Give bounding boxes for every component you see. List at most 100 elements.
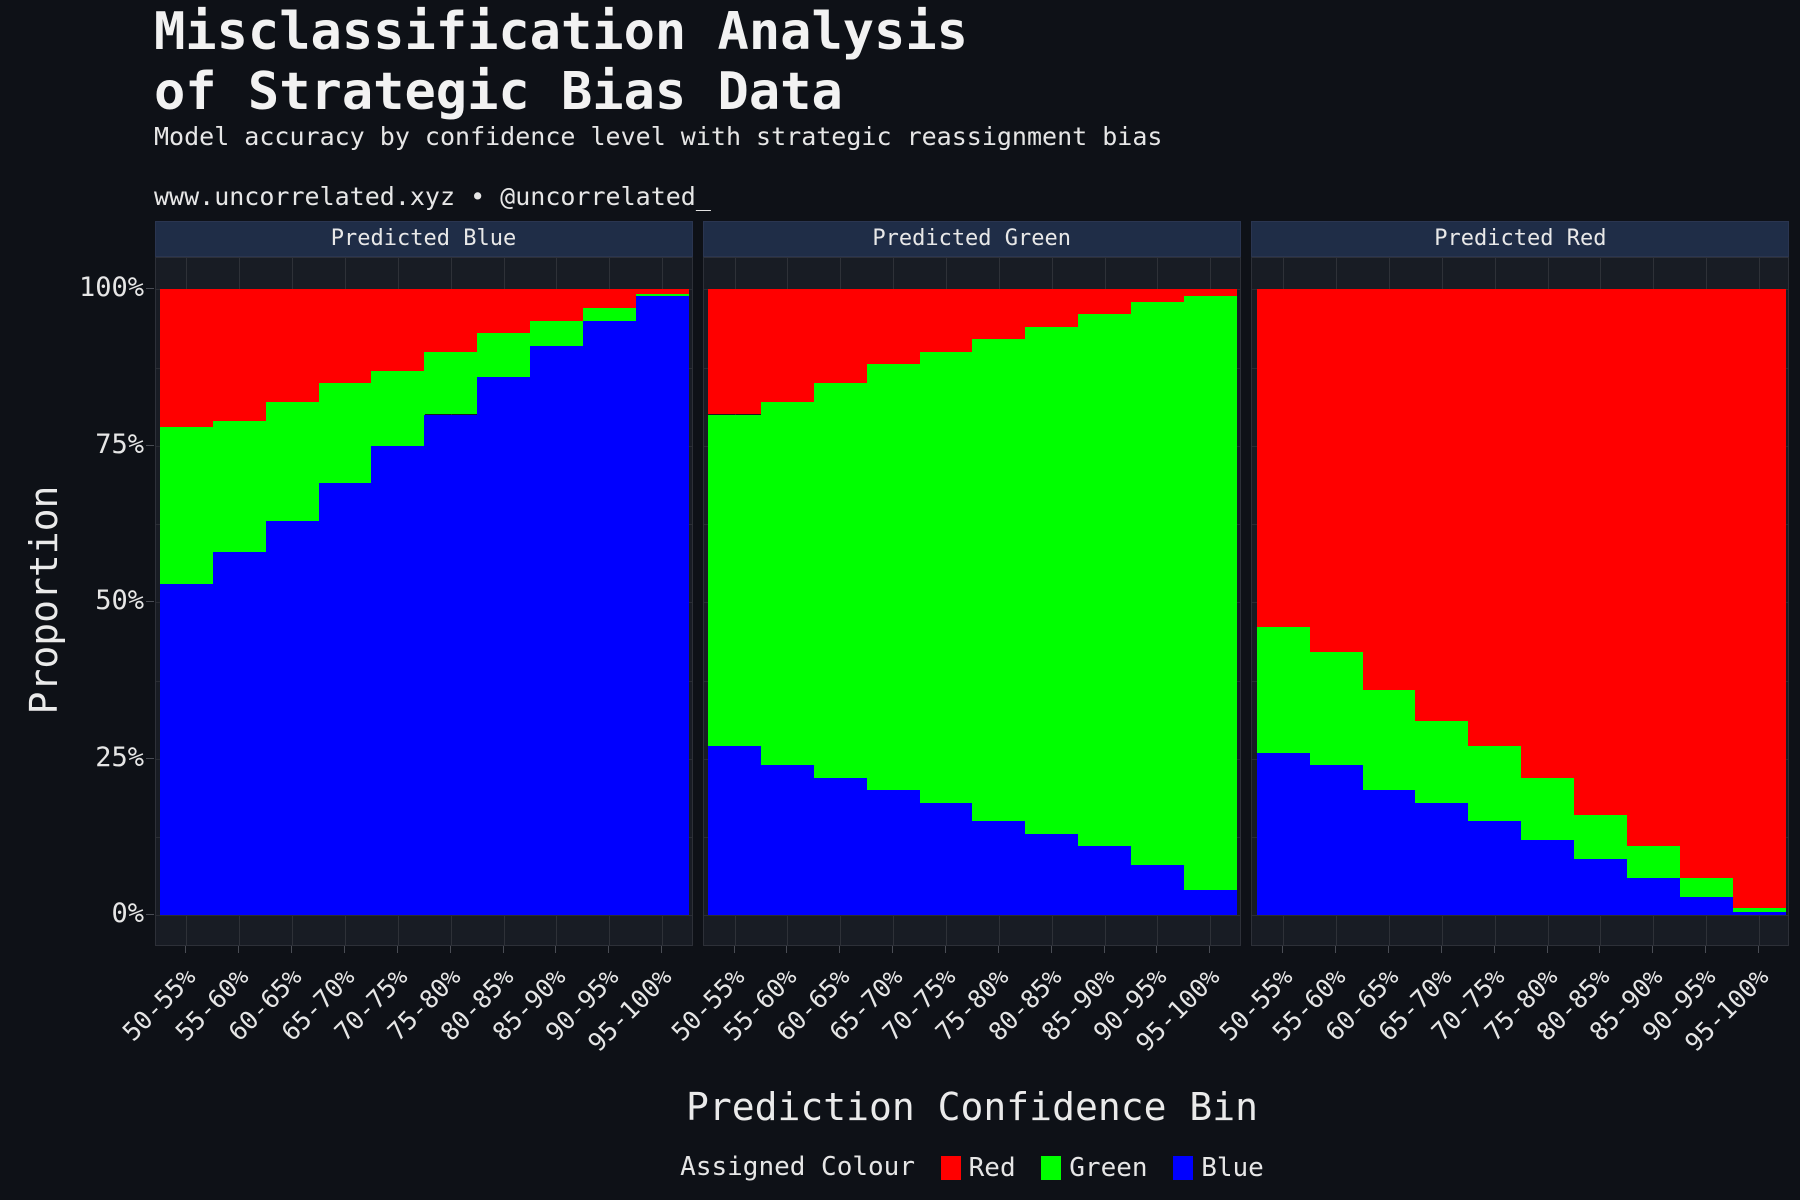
bar-segment-green (1256, 627, 1311, 753)
facet-strip-label: Predicted Red (1251, 221, 1790, 257)
bar-segment-blue (582, 320, 637, 916)
y-tick-mark (146, 601, 154, 603)
bar-segment-red (1573, 289, 1628, 816)
x-tick-mark (1652, 946, 1654, 953)
y-tick-mark (146, 288, 154, 290)
chart-caption: www.uncorrelated.xyz • @uncorrelated_ (154, 182, 711, 211)
x-tick-mark (555, 946, 557, 953)
title-line-2: of Strategic Bias Data (154, 62, 843, 122)
bar-segment-green (761, 401, 815, 766)
bar-segment-green (371, 370, 425, 446)
bar-segment-red (371, 289, 425, 371)
bar-segment-blue (813, 777, 868, 916)
legend-label-red: Red (968, 1152, 1016, 1183)
legend-swatch-red (940, 1155, 961, 1180)
bar-segment-blue (1078, 846, 1132, 916)
legend-swatch-green (1041, 1155, 1062, 1180)
bar-segment-red (1626, 289, 1681, 847)
bar-segment-green (919, 351, 973, 803)
bar-segment-green (1468, 746, 1522, 822)
bar-segment-green (813, 383, 868, 778)
bar-segment-blue (708, 746, 762, 916)
chart-subtitle: Model accuracy by confidence level with … (154, 122, 1163, 151)
bar-segment-red (1732, 289, 1786, 908)
bar-segment-green (1183, 295, 1238, 891)
bar-segment-green (708, 414, 762, 747)
bar-segment-green (424, 351, 478, 415)
bar-segment-red (972, 289, 1026, 340)
bar-segment-green (1025, 326, 1079, 834)
title-line-1: Misclassification Analysis (154, 2, 968, 62)
bar-segment-green (477, 333, 531, 377)
x-tick-mark (608, 946, 610, 953)
x-tick-mark (892, 946, 894, 953)
legend-title: Assigned Colour (680, 1152, 915, 1182)
bar-segment-green (265, 401, 320, 521)
bar-segment-red (1256, 289, 1311, 628)
bar-segment-blue (1256, 752, 1311, 916)
y-tick-label: 0% (111, 898, 144, 930)
bar-segment-green (1573, 815, 1628, 859)
bar-segment-green (972, 339, 1026, 822)
bar-segment-blue (424, 414, 478, 916)
x-tick-mark (1209, 946, 1211, 953)
bar-segment-red (1521, 289, 1575, 778)
bar-segment-green (1309, 652, 1364, 766)
x-tick-mark (786, 946, 788, 953)
bar-segment-blue (1626, 877, 1681, 916)
y-tick-mark (146, 444, 154, 446)
bar-segment-blue (1732, 911, 1786, 916)
legend-label-blue: Blue (1201, 1152, 1264, 1183)
bar-segment-red (1468, 289, 1522, 747)
facet-strip-label: Predicted Green (702, 221, 1241, 257)
bar-segment-blue (1130, 865, 1185, 916)
bar-segment-blue (919, 802, 973, 916)
bar-segment-green (529, 320, 584, 346)
y-axis-title: Proportion (22, 485, 66, 715)
bar-segment-red (1415, 289, 1469, 722)
bar-segment-green (582, 308, 637, 321)
x-tick-mark (1440, 946, 1442, 953)
horizontal-gridline (703, 915, 1240, 917)
x-tick-mark (1156, 946, 1158, 953)
y-tick-mark (146, 757, 154, 759)
panel-background (702, 257, 1241, 946)
bar-segment-blue (1309, 765, 1364, 916)
bar-segment-blue (529, 345, 584, 916)
x-tick-mark (733, 946, 735, 953)
bar-segment-blue (761, 765, 815, 916)
x-tick-mark (1493, 946, 1495, 953)
x-tick-mark (1282, 946, 1284, 953)
y-tick-label: 25% (95, 741, 144, 773)
horizontal-gridline (1252, 915, 1789, 917)
bar-segment-red (212, 289, 267, 421)
bar-segment-blue (1521, 840, 1575, 916)
bar-segment-green (1679, 877, 1734, 897)
chart-title: Misclassification Analysis of Strategic … (154, 2, 968, 122)
x-tick-mark (343, 946, 345, 953)
bar-segment-green (212, 420, 267, 553)
bar-segment-red (582, 289, 637, 309)
facet-panel-predicted-blue: Predicted Blue (154, 221, 693, 946)
bar-segment-green (635, 293, 689, 296)
panel-background (1251, 257, 1790, 946)
legend-item-green: Green (1041, 1153, 1148, 1183)
bar-segment-blue (1468, 821, 1522, 916)
bar-segment-red (1183, 289, 1238, 296)
bar-segment-green (1415, 721, 1469, 803)
x-tick-mark (185, 946, 187, 953)
bar-segment-green (1362, 689, 1416, 791)
bar-segment-red (318, 289, 372, 384)
bar-segment-green (1521, 777, 1575, 841)
legend-item-blue: Blue (1173, 1153, 1264, 1183)
bar-segment-blue (477, 376, 531, 916)
y-tick-label: 75% (95, 428, 144, 460)
x-tick-mark (396, 946, 398, 953)
x-tick-mark (449, 946, 451, 953)
bar-segment-red (1362, 289, 1416, 690)
bar-segment-red (1130, 289, 1185, 302)
bar-segment-green (1626, 846, 1681, 878)
bar-segment-blue (972, 821, 1026, 916)
x-tick-mark (291, 946, 293, 953)
bar-segment-blue (212, 552, 267, 916)
